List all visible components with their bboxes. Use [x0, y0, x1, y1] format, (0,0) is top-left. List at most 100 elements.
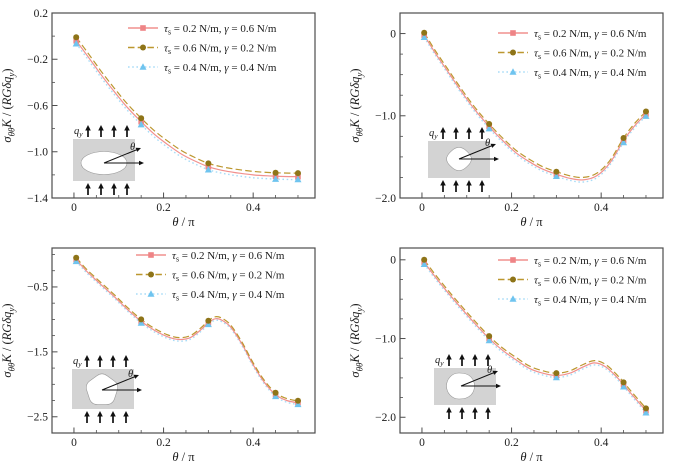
inset-qy-label: qy — [429, 128, 438, 141]
inset-diagram: qy θ — [73, 125, 144, 195]
y-tick-label: −0.5 — [27, 282, 48, 294]
marker-triangle — [204, 165, 212, 173]
marker-circle — [510, 276, 516, 283]
marker-triangle — [485, 124, 493, 132]
series-markers — [420, 29, 650, 180]
legend-entry-s1: τs = 0.2 N/m, γ = 0.6 N/m — [128, 23, 277, 37]
curve-s1 — [423, 34, 649, 181]
marker-triangle — [552, 373, 560, 381]
y-tick-label: −1.0 — [27, 147, 48, 159]
load-arrow-bottom-head — [446, 407, 452, 413]
legend-entry-s1: τs = 0.2 N/m, γ = 0.6 N/m — [498, 255, 647, 269]
x-axis-label: θ / π — [520, 215, 543, 229]
marker-circle — [138, 115, 145, 122]
marker-square — [510, 30, 516, 36]
x-tick-label: 0 — [71, 202, 77, 214]
x-tick-label: 0.2 — [504, 437, 519, 449]
y-tick-label: −2.0 — [375, 412, 396, 424]
marker-circle — [140, 44, 146, 51]
marker-circle — [620, 379, 627, 386]
axes: 0 0.2 0.4 −0.5 −1.5 −2.5 θ / π σθθK / (RGδqy) — [0, 247, 316, 464]
load-arrow-top-head — [479, 127, 485, 133]
legend-entry-s1: τs = 0.2 N/m, γ = 0.6 N/m — [136, 250, 285, 264]
load-arrow-bottom-head — [459, 407, 465, 413]
load-arrow-top-head — [440, 127, 446, 133]
marker-circle — [486, 333, 493, 340]
theta-angle-arrow — [101, 376, 135, 391]
series-curves — [75, 257, 301, 406]
load-arrow-bottom-head — [84, 411, 90, 417]
plot-frame — [51, 247, 316, 434]
marker-circle — [510, 49, 516, 56]
inset-qy-label: qy — [435, 355, 444, 368]
load-arrow-top-head — [446, 354, 452, 360]
plot-frame — [399, 12, 664, 199]
y-axis-label: σθθK / (RGδqy) — [0, 303, 16, 377]
load-arrow-bottom-head — [110, 411, 116, 417]
y-tick-label: −0.6 — [27, 100, 48, 112]
inset-theta-label: θ — [485, 138, 490, 149]
load-arrow-top-head — [472, 354, 478, 360]
subplot-bottom-right: qy θ 0 0.2 0.4 0 −1.0 −2.0 θ / π σθθK / (RGδqy) τs… — [348, 235, 696, 470]
theta-angle-arrow — [458, 145, 492, 160]
inset-hole-shape — [85, 373, 119, 405]
legend: τs = 0.2 N/m, γ = 0.6 N/m τs = 0.6 N/m, γ… — [498, 255, 647, 308]
marker-circle — [272, 389, 279, 396]
load-arrow-bottom-head — [466, 180, 472, 186]
subplot-bottom-left: qy θ 0 0.2 0.4 −0.5 −1.5 −2.5 θ / π σθθK / (RGδqy… — [0, 235, 348, 470]
marker-triangle — [272, 392, 280, 400]
marker-triangle — [552, 172, 560, 180]
marker-triangle — [420, 33, 428, 41]
marker-circle — [294, 170, 301, 177]
x-tick-label: 0.4 — [594, 202, 609, 214]
load-arrow-top-head — [85, 125, 91, 131]
hole-flat-circle — [446, 372, 475, 400]
subplot-top-right: qy θ 0 0.2 0.4 0 −1.0 −2.0 θ / π σθθK / (RGδqy) τs… — [348, 0, 696, 235]
marker-triangle — [72, 39, 80, 47]
x-tick-label: 0.4 — [246, 437, 261, 449]
y-tick-label: −1.0 — [375, 333, 396, 345]
legend-entry-s1: τs = 0.2 N/m, γ = 0.6 N/m — [498, 28, 647, 42]
inset-theta-label: θ — [128, 369, 133, 380]
legend: τs = 0.2 N/m, γ = 0.6 N/m τs = 0.6 N/m, γ… — [128, 23, 277, 76]
marker-circle — [272, 169, 279, 176]
load-arrow-bottom-head — [98, 183, 104, 189]
marker-triangle — [139, 63, 147, 70]
chart-canvas-top-left: qy θ 0 0.2 0.4 0.2 −0.2 −0.6 −1.0 −1.4 θ / π σθθK /… — [0, 8, 316, 229]
marker-triangle — [137, 319, 145, 326]
marker-circle — [294, 397, 301, 404]
marker-triangle — [420, 260, 428, 267]
inset-qy-label: qy — [74, 126, 83, 139]
marker-circle — [486, 121, 493, 127]
inset-theta-label: θ — [487, 365, 492, 376]
curve-s1 — [75, 259, 301, 404]
load-arrow-top-head — [124, 125, 130, 131]
theta-angle-arrow-head — [492, 370, 498, 375]
subplot-top-left: qy θ 0 0.2 0.4 0.2 −0.2 −0.6 −1.0 −1.4 θ / π σθθK /… — [0, 0, 348, 235]
load-arrow-top-head — [459, 354, 465, 360]
theta-angle-arrow — [460, 372, 494, 387]
theta-axis-arrow-head — [496, 383, 501, 389]
load-arrow-top-head — [97, 355, 103, 361]
curve-s3 — [75, 260, 301, 406]
curve-s2 — [75, 36, 301, 174]
marker-circle — [620, 134, 627, 141]
marker-circle — [553, 370, 560, 377]
marker-circle — [148, 271, 154, 278]
marker-triangle — [620, 138, 628, 146]
curve-s2 — [75, 257, 301, 402]
x-tick-label: 0 — [419, 437, 425, 449]
series-markers — [72, 34, 302, 183]
axes: 0 0.2 0.4 0.2 −0.2 −0.6 −1.0 −1.4 θ / π σθθK / (R… — [0, 8, 316, 229]
load-arrow-top-head — [110, 355, 116, 361]
load-arrow-bottom-head — [123, 411, 129, 417]
x-axis-label: θ / π — [172, 450, 195, 464]
legend-label: τs = 0.6 N/m, γ = 0.2 N/m — [164, 42, 277, 56]
marker-circle — [73, 254, 80, 261]
load-arrow-top-head — [111, 125, 117, 131]
legend-label: τs = 0.4 N/m, γ = 0.4 N/m — [534, 67, 647, 81]
legend-label: τs = 0.4 N/m, γ = 0.4 N/m — [534, 294, 647, 308]
marker-circle — [138, 316, 145, 323]
legend-label: τs = 0.6 N/m, γ = 0.2 N/m — [534, 47, 647, 61]
marker-triangle — [509, 68, 517, 75]
